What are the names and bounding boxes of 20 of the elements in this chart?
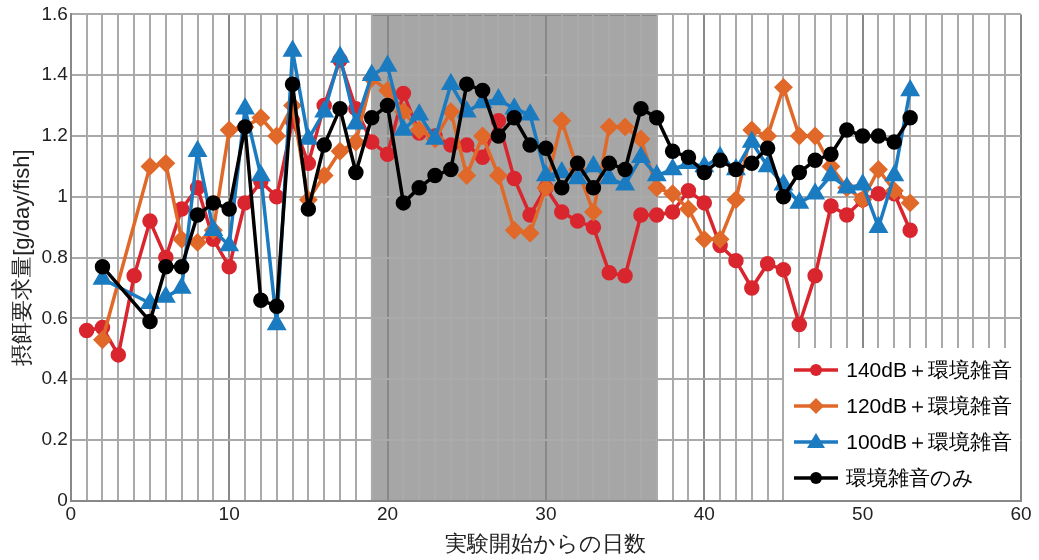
x-tick-label: 50 [852, 503, 874, 525]
x-axis-title: 実験開始からの日数 [445, 530, 647, 556]
legend-label: 140dB＋環境雑音 [846, 356, 1012, 383]
x-tick-label: 30 [535, 503, 557, 525]
x-tick-label: 10 [218, 503, 240, 525]
y-tick-label: 1.2 [41, 124, 68, 146]
x-tick-label: 60 [1010, 503, 1032, 525]
legend-label: 100dB＋環境雑音 [846, 428, 1012, 455]
y-tick-label: 0.2 [41, 428, 68, 450]
legend-label: 120dB＋環境雑音 [846, 392, 1012, 419]
y-tick-label: 0.8 [41, 245, 68, 267]
y-tick-label: 0.4 [41, 367, 69, 389]
legend-label: 環境雑音のみ [846, 464, 975, 491]
y-tick-label: 1.6 [41, 2, 68, 24]
y-tick-label: 1 [57, 185, 68, 207]
y-tick-label: 0.6 [41, 306, 68, 328]
y-tick-label: 1.4 [41, 63, 69, 85]
x-tick-label: 20 [376, 503, 399, 525]
y-axis-title: 摂餌要求量[g/day/fish] [9, 149, 35, 366]
x-tick-label: 40 [693, 503, 715, 525]
